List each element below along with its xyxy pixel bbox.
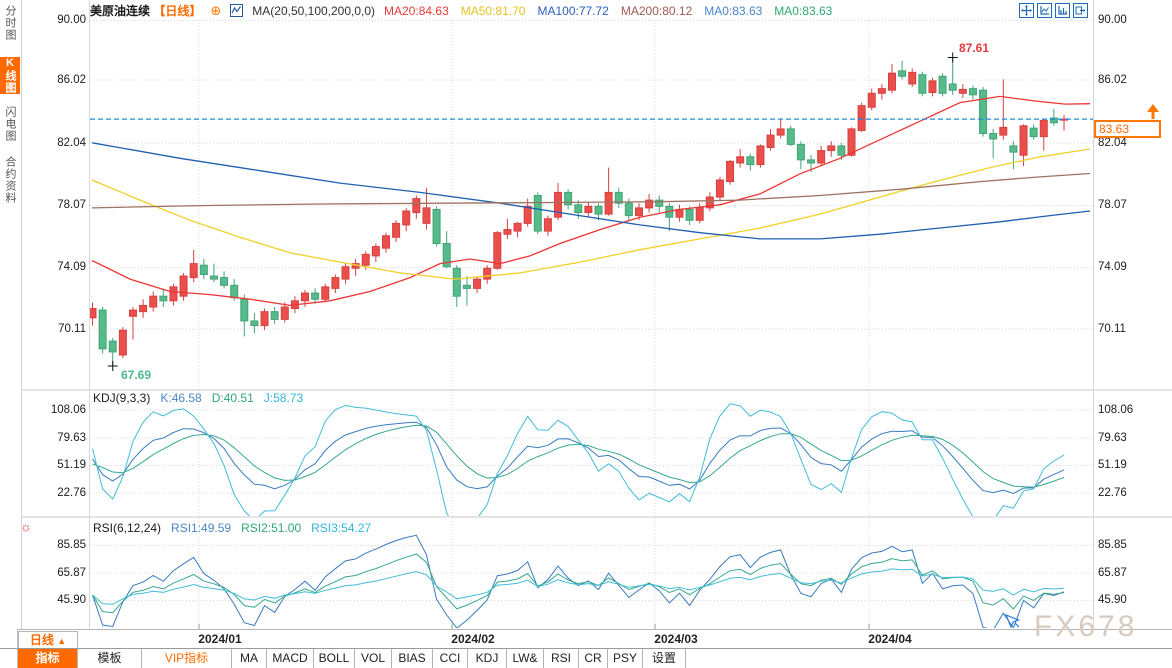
axis-tick-label: 85.85 — [57, 539, 86, 551]
axis-tick-label: 82.04 — [57, 136, 86, 149]
axis-tick-label: 82.04 — [1098, 136, 1127, 149]
rsi-value-1: RSI2:51.00 — [241, 521, 302, 535]
price-arrow-icon — [1147, 104, 1159, 119]
axis-tick-label: 22.76 — [1098, 486, 1127, 499]
axis-tick-label: 65.87 — [1098, 566, 1127, 579]
x-axis-month-label-2: 2024/02 — [451, 632, 495, 646]
bottom-tab-BOLL[interactable]: BOLL — [314, 649, 355, 668]
axis-tick-label: 51.19 — [1098, 459, 1127, 471]
axis-tick-label: 70.11 — [58, 322, 86, 335]
ma-value-1: MA50:81.70 — [460, 3, 526, 18]
bottom-tab-MA[interactable]: MA — [232, 649, 267, 668]
bottom-tab-指标[interactable]: 指标 — [18, 649, 78, 668]
candles-layer — [90, 57, 1069, 366]
axis-tick-label: 78.07 — [1098, 199, 1127, 211]
axis-tick-label: 79.63 — [57, 431, 86, 444]
kdj-header: KDJ(9,3,3) K:46.58 D:40.51 J:58.73 — [93, 391, 303, 405]
bottom-tab-LW&[interactable]: LW& — [507, 649, 544, 668]
last-price-label: 83.63 — [1094, 120, 1161, 138]
high-annotation: 87.61 — [959, 41, 990, 55]
bottom-tab-设置[interactable]: 设置 — [643, 649, 686, 668]
axis-tick-label: 78.07 — [57, 199, 86, 211]
date-axis-row: 日线 ▲ 2024/01 2024/02 2024/03 2024/04 — [0, 629, 1172, 649]
sidebar-tab-2[interactable]: K线图 — [0, 57, 20, 94]
bottom-left-cell — [0, 629, 18, 648]
chart-header: 美原油连续 【日线】 ⊕ MA(20,50,100,200,0,0) MA20:… — [90, 2, 832, 19]
axis-tick-label: 90.00 — [1098, 14, 1127, 26]
kdj-title: KDJ(9,3,3) — [93, 391, 151, 405]
bottom-tab-BIAS[interactable]: BIAS — [392, 649, 433, 668]
axis-tick-label: 45.90 — [57, 594, 86, 606]
indicator-window-icon[interactable] — [1055, 3, 1070, 18]
axis-tick-label: 22.76 — [57, 486, 86, 499]
axis-scale-icon[interactable] — [1037, 3, 1052, 18]
axis-tick-label: 90.00 — [57, 14, 86, 26]
indicator-tab-bar: 指标 模板 VIP指标 MA MACD BOLL VOL BIAS CCI KDJ LW& RSI CR… — [0, 648, 1172, 668]
ma-value-2: MA100:77.72 — [537, 3, 609, 18]
draw-cursor-icon — [1004, 613, 1022, 634]
low-marker — [107, 360, 118, 371]
chart-canvas[interactable] — [0, 0, 1172, 629]
axis-tick-label: 86.02 — [1098, 73, 1127, 86]
low-annotation: 67.69 — [121, 368, 152, 382]
kdj-value-2: J:58.73 — [263, 391, 304, 405]
ma-value-5: MA0:83.63 — [774, 3, 833, 18]
high-marker — [947, 52, 958, 63]
rsi-value-0: RSI1:49.59 — [171, 521, 232, 535]
bottom-tab-PSY[interactable]: PSY — [608, 649, 643, 668]
indicator-settings-sun-icon[interactable]: ☼ — [20, 519, 32, 534]
circled-plus-icon[interactable]: ⊕ — [210, 2, 222, 18]
pop-out-icon[interactable] — [1073, 3, 1088, 18]
bottom-tab-RSI[interactable]: RSI — [544, 649, 579, 668]
chart-toolbar — [1019, 3, 1088, 18]
kdj-value-0: K:46.58 — [160, 391, 202, 405]
bottom-tab-VOL[interactable]: VOL — [355, 649, 392, 668]
sidebar-tab-4[interactable]: 合约资料 — [4, 156, 16, 204]
rsi-value-2: RSI3:54.27 — [311, 521, 372, 535]
candlestick-chart-icon[interactable] — [230, 4, 244, 17]
x-axis-month-label-4: 2024/04 — [868, 632, 912, 646]
grid-layer — [22, 0, 1172, 629]
sidebar-tab-3[interactable]: 闪电图 — [4, 106, 16, 142]
x-axis-month-label-3: 2024/03 — [654, 632, 698, 646]
axis-tick-label: 45.90 — [1098, 594, 1127, 606]
pan-move-icon[interactable] — [1019, 3, 1034, 18]
moving-average-layer — [91, 95, 1091, 307]
rsi-header: RSI(6,12,24) RSI1:49.59 RSI2:51.00 RSI3:54… — [93, 521, 371, 535]
bottom-tab-CR[interactable]: CR — [579, 649, 608, 668]
sidebar-tab-1[interactable]: 分时图 — [4, 5, 16, 41]
axis-tick-label: 51.19 — [57, 459, 86, 471]
left-tab-strip: 分时图 K线图闪电图合约资料 — [0, 0, 22, 629]
rsi-title: RSI(6,12,24) — [93, 521, 162, 535]
ma-values: MA20:84.63 MA50:81.70 MA100:77.72 MA200:80.… — [384, 4, 832, 18]
bottom-tab-CCI[interactable]: CCI — [433, 649, 468, 668]
axis-tick-label: 79.63 — [1098, 431, 1127, 444]
axis-tick-label: 70.11 — [1098, 322, 1126, 335]
axis-tick-label: 85.85 — [1098, 539, 1127, 551]
axis-tick-label: 108.06 — [50, 403, 86, 416]
instrument-title: 美原油连续 【日线】 — [90, 4, 202, 18]
bottom-tab-MACD[interactable]: MACD — [267, 649, 314, 668]
axis-tick-label: 108.06 — [1098, 403, 1134, 416]
ma-settings-label: MA(20,50,100,200,0,0) — [252, 3, 376, 18]
rsi-layer — [92, 534, 1065, 628]
axis-tick-label: 74.09 — [1098, 261, 1127, 273]
kdj-layer — [92, 403, 1065, 516]
kdj-values: K:46.58 D:40.51 J:58.73 — [160, 391, 303, 405]
bottom-tab-VIP指标[interactable]: VIP指标 — [142, 649, 232, 668]
x-axis-month-label-1: 2024/01 — [198, 632, 242, 646]
ma-value-3: MA200:80.12 — [620, 3, 693, 18]
axis-tick-label: 74.09 — [57, 261, 86, 273]
kdj-value-1: D:40.51 — [211, 391, 254, 405]
bottom-tab-模板[interactable]: 模板 — [78, 649, 142, 668]
rsi-values: RSI1:49.59 RSI2:51.00 RSI3:54.27 — [171, 521, 371, 535]
ma-value-4: MA0:83.63 — [704, 3, 763, 18]
triangle-up-icon: ▲ — [57, 636, 67, 646]
bottom-tab-KDJ[interactable]: KDJ — [468, 649, 507, 668]
axis-tick-label: 65.87 — [57, 566, 86, 579]
ma-value-0: MA20:84.63 — [384, 3, 449, 18]
axis-tick-label: 86.02 — [57, 73, 86, 86]
period-tab-daily[interactable]: 日线 ▲ — [18, 631, 78, 649]
